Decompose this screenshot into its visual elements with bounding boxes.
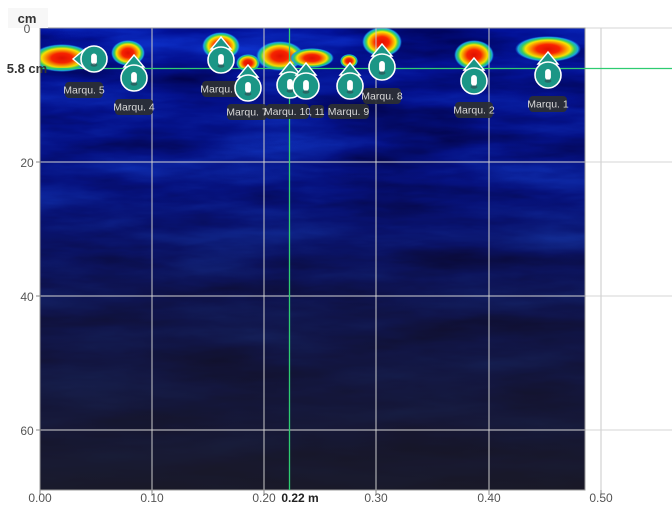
svg-text:Marqu. 5: Marqu. 5 bbox=[63, 85, 105, 97]
svg-text:Marqu. 10: Marqu. 10 bbox=[264, 106, 311, 118]
svg-text:Marqu. 4: Marqu. 4 bbox=[113, 102, 155, 114]
svg-text:40: 40 bbox=[20, 290, 34, 304]
svg-text:0.10: 0.10 bbox=[140, 491, 164, 505]
svg-text:Marqu. 9: Marqu. 9 bbox=[328, 106, 370, 118]
svg-text:Marqu. 7: Marqu. 7 bbox=[226, 107, 268, 119]
svg-text:0.20: 0.20 bbox=[252, 491, 276, 505]
svg-text:, 11: , 11 bbox=[309, 107, 324, 118]
svg-text:0.40: 0.40 bbox=[477, 491, 501, 505]
svg-text:Marqu. 8: Marqu. 8 bbox=[361, 91, 403, 103]
svg-text:Marqu. 1: Marqu. 1 bbox=[527, 99, 569, 111]
svg-text:0: 0 bbox=[24, 22, 31, 36]
svg-text:0.00: 0.00 bbox=[28, 491, 52, 505]
svg-text:0.30: 0.30 bbox=[364, 491, 388, 505]
svg-text:0.22 m: 0.22 m bbox=[281, 491, 318, 505]
svg-text:0.50: 0.50 bbox=[589, 491, 613, 505]
svg-text:Marqu. 2: Marqu. 2 bbox=[453, 105, 495, 117]
svg-text:5.8 cm: 5.8 cm bbox=[7, 61, 47, 76]
svg-text:20: 20 bbox=[20, 156, 34, 170]
svg-text:60: 60 bbox=[20, 424, 34, 438]
